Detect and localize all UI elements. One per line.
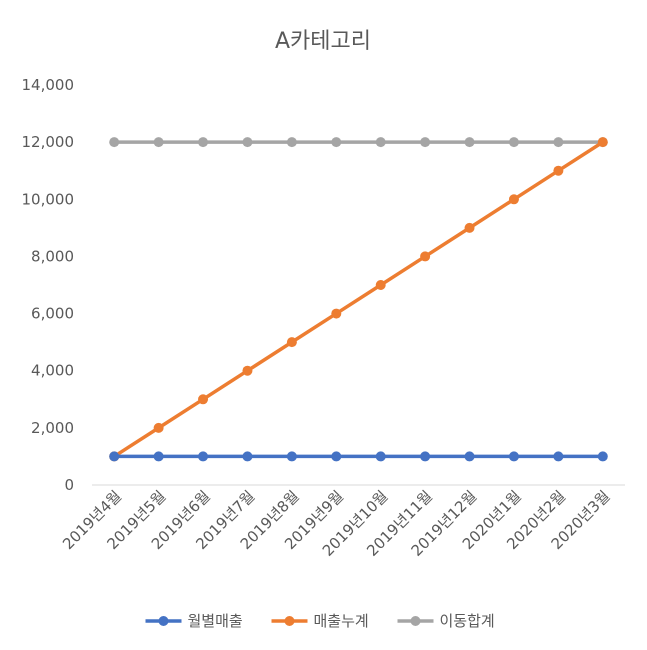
data-point: [331, 451, 342, 462]
data-point: [420, 137, 431, 148]
data-point: [198, 394, 209, 405]
legend-item: 월별매출: [145, 612, 243, 630]
data-point: [508, 137, 519, 148]
legend-label: 매출누계: [314, 612, 369, 630]
data-point: [286, 337, 297, 348]
data-point: [508, 451, 519, 462]
data-point: [286, 451, 297, 462]
y-tick-label: 12,000: [22, 133, 75, 151]
data-point: [553, 165, 564, 176]
data-point: [597, 137, 608, 148]
series-3: [109, 137, 608, 148]
data-point: [375, 137, 386, 148]
data-point: [331, 308, 342, 319]
data-point: [464, 137, 475, 148]
legend-item: 이동합계: [397, 612, 495, 630]
y-tick-label: 4,000: [31, 362, 74, 380]
y-tick-label: 0: [64, 476, 74, 494]
data-point: [420, 451, 431, 462]
series-2: [109, 137, 608, 462]
y-tick-label: 10,000: [22, 190, 75, 208]
legend-label: 이동합계: [440, 612, 495, 630]
data-point: [109, 137, 120, 148]
data-point: [109, 451, 120, 462]
series-line: [113, 140, 604, 458]
data-point: [553, 451, 564, 462]
data-point: [464, 451, 475, 462]
data-point: [331, 137, 342, 148]
data-point: [198, 451, 209, 462]
y-axis-labels: 0 2,000 4,000 6,000 8,000 10,000 12,000 14,000: [22, 76, 75, 494]
data-point: [242, 451, 253, 462]
legend: 월별매출 매출누계 이동합계: [145, 612, 495, 630]
data-point: [242, 365, 253, 376]
y-tick-label: 2,000: [31, 419, 74, 437]
data-point: [153, 451, 164, 462]
data-point: [242, 137, 253, 148]
x-axis-labels: 2019년4월2019년5월2019년6월2019년7월2019년8월2019년…: [59, 487, 614, 560]
data-point: [198, 137, 209, 148]
chart-title: A카테고리: [275, 29, 371, 54]
series-group: [109, 137, 608, 462]
data-point: [153, 422, 164, 433]
legend-item: 매출누계: [271, 612, 369, 630]
y-tick-label: 6,000: [31, 305, 74, 323]
data-point: [153, 137, 164, 148]
data-point: [375, 451, 386, 462]
data-point: [508, 194, 519, 205]
data-point: [553, 137, 564, 148]
series-1: [109, 451, 608, 462]
legend-swatch-marker: [158, 616, 169, 626]
data-point: [375, 280, 386, 290]
legend-label: 월별매출: [188, 612, 243, 630]
data-point: [464, 222, 475, 233]
legend-swatch-marker: [284, 616, 295, 626]
y-tick-label: 8,000: [31, 247, 74, 265]
y-tick-label: 14,000: [22, 76, 75, 94]
data-point: [286, 137, 297, 148]
data-point: [597, 451, 608, 462]
data-point: [420, 251, 431, 262]
legend-swatch-marker: [410, 616, 421, 626]
